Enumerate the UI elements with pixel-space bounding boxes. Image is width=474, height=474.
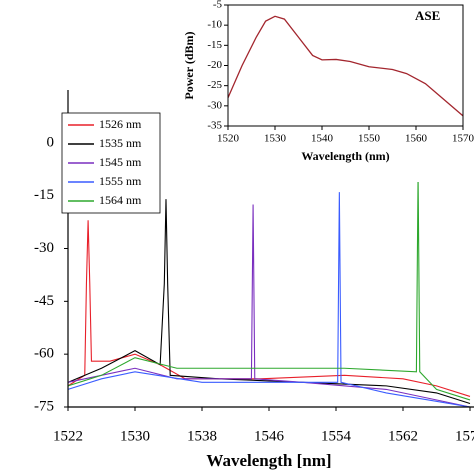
y-tick-label: -45: [34, 293, 54, 309]
y-tick-label: -15: [207, 39, 222, 51]
series-line: [227, 15, 464, 117]
x-axis-label: Wavelength (nm): [301, 149, 389, 163]
x-tick-label: 1530: [264, 133, 287, 145]
legend-label: 1535 nm: [99, 136, 142, 150]
y-tick-label: 0: [47, 134, 55, 150]
legend-label: 1564 nm: [99, 193, 142, 207]
x-tick-label: 1540: [311, 133, 334, 145]
x-tick-label: 1538: [187, 428, 217, 444]
main-plot: 0 -15 -30 -45 -60 -75 1522 1530 1538 1546 1554 1562…: [34, 90, 474, 470]
x-tick-label: 1570: [455, 428, 474, 444]
x-tick-label: 1530: [120, 428, 150, 444]
y-tick-label: -60: [34, 346, 54, 362]
x-tick-label: 1560: [405, 133, 428, 145]
x-tick-label: 1562: [388, 428, 418, 444]
legend-label: 1555 nm: [99, 174, 142, 188]
y-tick-label: -75: [34, 398, 54, 414]
series-line: [67, 174, 471, 401]
x-tick-label: 1570: [452, 133, 474, 145]
y-tick-label: -15: [34, 187, 54, 203]
x-tick-label: 1546: [254, 428, 285, 444]
x-tick-label: 1554: [321, 428, 352, 444]
series-line: [67, 220, 471, 397]
y-tick-label: -25: [207, 79, 222, 91]
y-tick-label: -10: [207, 19, 222, 31]
series-line: [67, 199, 471, 405]
series-line: [67, 192, 471, 408]
legend-label: 1545 nm: [99, 155, 142, 169]
y-tick-label: -30: [207, 99, 222, 111]
series-line: [67, 204, 471, 408]
y-axis-label: Power (dBm): [182, 31, 196, 99]
x-axis-label: Wavelength [nm]: [206, 451, 331, 470]
y-tick-label: -30: [34, 240, 54, 256]
legend-label: 1526 nm: [99, 117, 142, 131]
x-tick-label: 1520: [217, 133, 240, 145]
inset-background: [176, 0, 474, 182]
y-tick-label: -20: [207, 59, 222, 71]
x-tick-label: 1550: [358, 133, 381, 145]
x-tick-label: 1522: [53, 428, 83, 444]
y-tick-label: -35: [207, 120, 222, 132]
y-tick-label: -5: [213, 0, 223, 11]
annotation: ASE: [415, 8, 440, 23]
